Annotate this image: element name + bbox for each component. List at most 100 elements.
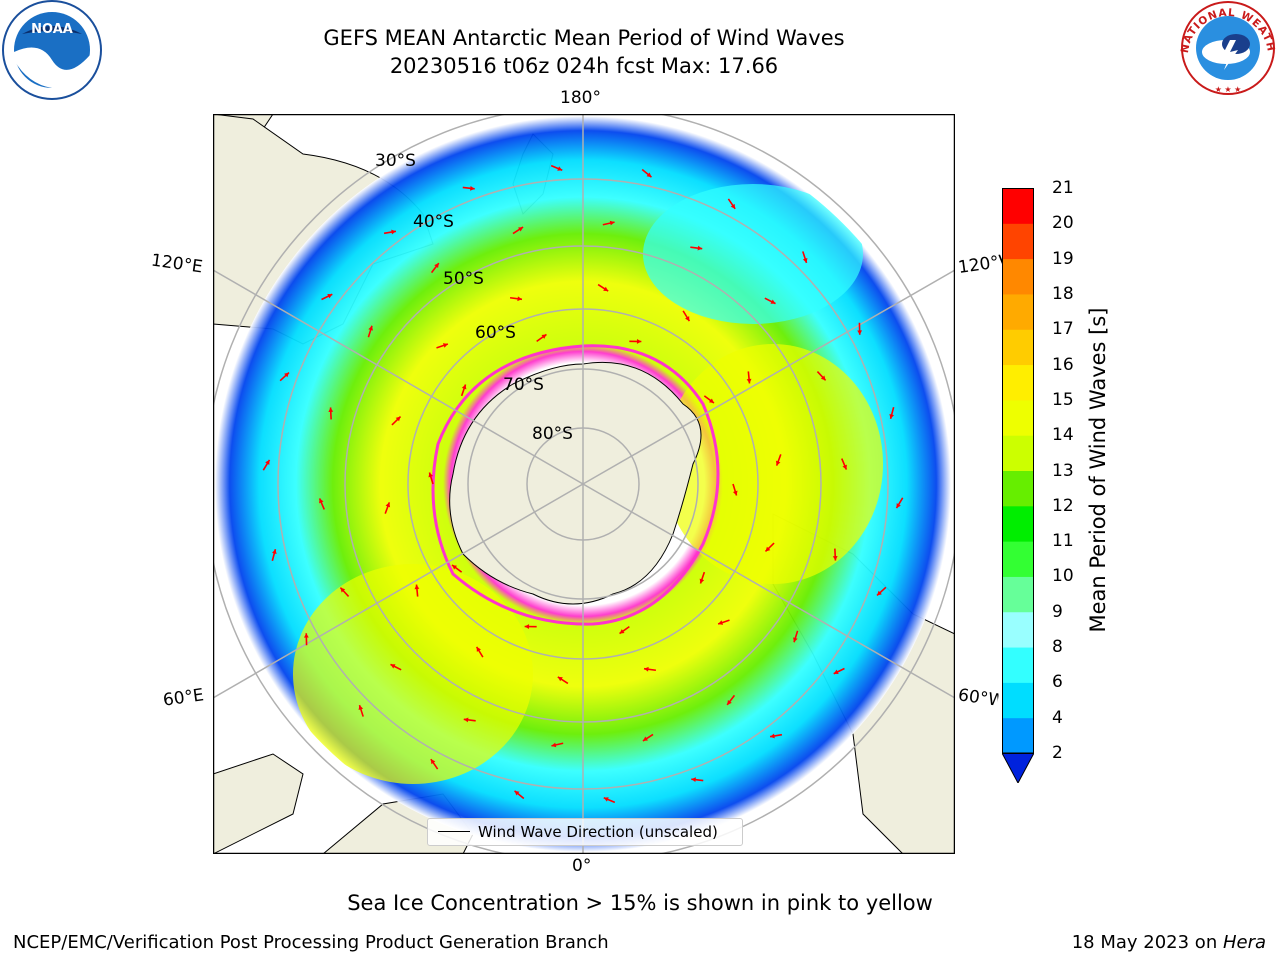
colorbar-segment <box>1002 470 1034 507</box>
svg-text:★ ★ ★: ★ ★ ★ <box>1215 85 1242 94</box>
wave-arrow-head <box>557 676 563 682</box>
wave-arrow-head <box>603 797 609 802</box>
nws-logo: NATIONAL WEATHER SERVICE ★ ★ ★ <box>1173 0 1278 100</box>
colorbar-tick-label: 17 <box>1052 319 1074 340</box>
lon-label-bottom: 0° <box>572 856 592 876</box>
wave-arrow-head <box>697 245 703 251</box>
lon-label-lower-left: 60°E <box>161 685 206 711</box>
colorbar-segment <box>1002 611 1034 648</box>
wave-patch-indian <box>293 564 533 784</box>
colorbar-segment <box>1002 223 1034 260</box>
lat-label-80s: 80°S <box>532 424 573 444</box>
wave-arrow-head <box>832 556 838 561</box>
wave-arrow-head <box>842 464 847 470</box>
wave-arrow-head <box>896 503 901 509</box>
colorbar-tick-label: 18 <box>1052 283 1074 304</box>
colorbar-segment <box>1002 682 1034 719</box>
footer-date: 18 May 2023 on Hera <box>1072 932 1266 953</box>
meridian-120e <box>213 269 584 485</box>
wave-arrow-head <box>470 185 475 191</box>
map-legend: Wind Wave Direction (unscaled) <box>427 818 743 846</box>
wave-arrow-head <box>642 736 648 741</box>
wave-arrow-head <box>603 286 609 292</box>
wave-arrow-head <box>358 705 364 711</box>
colorbar-segment <box>1002 188 1034 224</box>
map-border <box>213 114 955 854</box>
wave-arrow-head <box>609 220 615 226</box>
lat-label-70s: 70°S <box>503 375 544 395</box>
wave-arrow-head <box>765 546 771 552</box>
wave-arrow-head <box>857 330 863 335</box>
wave-arrow-head <box>770 299 776 304</box>
wave-arrow-head <box>644 666 649 672</box>
colorbar-tick-label: 16 <box>1052 354 1074 375</box>
wave-arrow-head <box>390 664 396 669</box>
antarctica-land <box>449 361 702 605</box>
wave-arrow-head <box>775 460 781 466</box>
wave-arrow-head <box>802 257 808 263</box>
wave-arrow-head <box>430 759 436 765</box>
colorbar-tick-label: 20 <box>1052 213 1074 234</box>
wave-arrow-head <box>395 416 401 422</box>
wave-arrow-head <box>340 587 346 593</box>
noaa-logo-text: NOAA <box>31 22 73 37</box>
lon-label-top: 180° <box>560 88 601 108</box>
colorbar-segment <box>1002 364 1034 401</box>
colorbar-segment <box>1002 435 1034 471</box>
colorbar-segment <box>1002 647 1034 683</box>
wave-arrow-head <box>414 584 420 590</box>
wave-arrow-head <box>685 316 690 322</box>
colorbar-tick-label: 10 <box>1052 566 1074 587</box>
colorbar-tick-label: 8 <box>1052 637 1063 658</box>
wave-arrow-head <box>646 172 652 178</box>
colorbar-segment <box>1002 717 1034 754</box>
wave-arrow-head <box>770 733 775 739</box>
wave-arrow-head <box>271 549 277 555</box>
wave-arrow-head <box>517 296 522 302</box>
colorbar-segment <box>1002 576 1034 613</box>
wave-patch-pacific <box>663 344 883 584</box>
colorbar-tick-label: 6 <box>1052 672 1063 693</box>
wave-arrow-head <box>691 777 696 783</box>
wave-arrow-head <box>434 263 439 269</box>
colorbar-tick-label: 4 <box>1052 707 1063 728</box>
wave-arrow-head <box>524 624 530 629</box>
wave-arrow-head <box>820 375 826 381</box>
meridian-120w <box>582 269 955 485</box>
wave-arrow-head <box>877 590 882 596</box>
sea-ice-edge <box>431 344 720 626</box>
colorbar-extend-arrow <box>1001 752 1035 785</box>
meridian-60w <box>582 483 955 699</box>
wave-arrow-head <box>476 646 481 652</box>
wave-arrow-head <box>730 203 736 209</box>
lon-label-lower-right: 60°W <box>956 685 1000 711</box>
wave-direction-arrows <box>262 164 904 804</box>
lat-label-40s: 40°S <box>413 212 454 232</box>
map-panel <box>213 114 955 854</box>
wave-arrow-head <box>518 227 524 232</box>
lat-label-50s: 50°S <box>443 269 484 289</box>
colorbar-tick-label: 14 <box>1052 425 1074 446</box>
colorbar-segment <box>1002 293 1034 330</box>
colorbar-tick-label: 19 <box>1052 248 1074 269</box>
colorbar-tick-label: 13 <box>1052 460 1074 481</box>
wave-arrow-head <box>619 629 625 634</box>
noaa-logo: NOAA <box>0 0 105 105</box>
lat-label-60s: 60°S <box>475 323 516 343</box>
wave-arrow-head <box>793 637 798 643</box>
wave-arrow-head <box>699 578 705 584</box>
wave-arrow-head <box>732 490 738 496</box>
wave-arrow-head <box>833 669 839 674</box>
wave-arrow-head <box>557 166 563 171</box>
footer-date-text: 18 May 2023 on <box>1071 932 1223 953</box>
meridian-60e <box>213 483 584 699</box>
wave-arrow-head <box>727 699 732 705</box>
colorbar-tick-label: 11 <box>1052 531 1074 552</box>
colorbar-segment <box>1002 399 1034 436</box>
wave-arrow-head <box>889 413 895 419</box>
wave-arrow-head <box>551 742 557 748</box>
wave-arrow-head <box>636 339 642 344</box>
wave-arrow-head <box>327 294 333 299</box>
wave-arrow-head <box>428 472 434 478</box>
footer-credit: NCEP/EMC/Verification Post Processing Pr… <box>13 932 609 953</box>
